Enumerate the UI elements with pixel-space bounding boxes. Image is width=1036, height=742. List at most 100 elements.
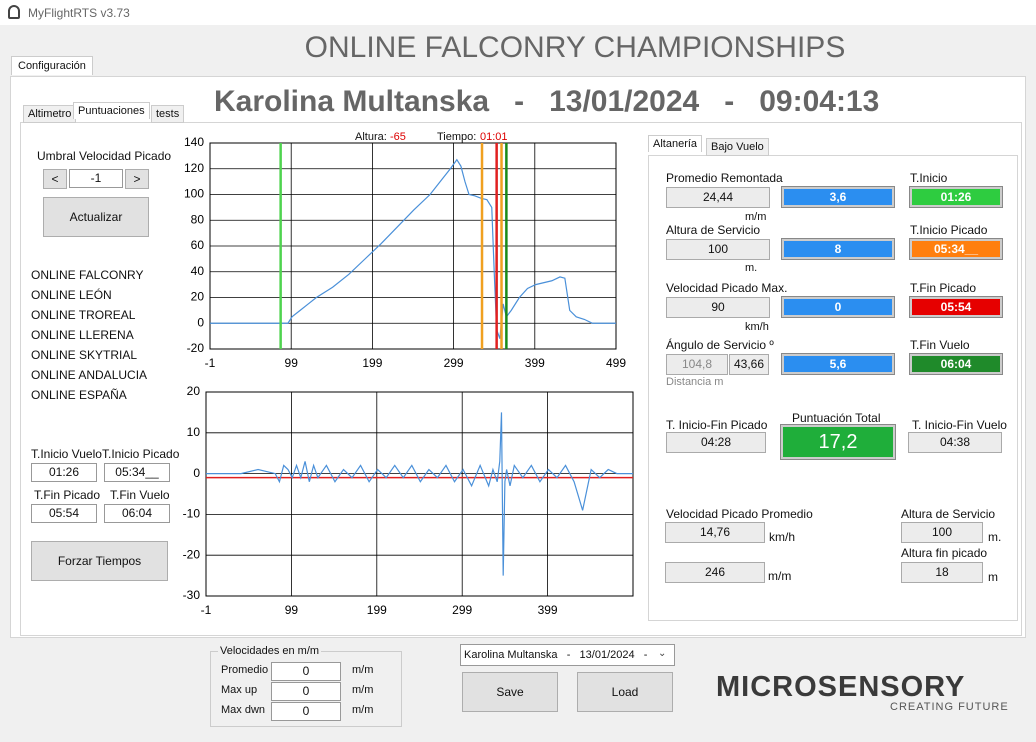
label: T.Fin Picado [34, 488, 101, 502]
y-tick-label: 100 [184, 187, 204, 201]
unit: m. [988, 530, 1002, 544]
update-button[interactable]: Actualizar [43, 197, 149, 237]
y-tick-label: 140 [184, 135, 204, 149]
time: 06:04 [909, 353, 1003, 375]
unit: km/h [769, 530, 796, 544]
app-icon [8, 5, 20, 19]
x-tick-label: 399 [525, 356, 545, 370]
load-button[interactable]: Load [577, 672, 673, 712]
label: Puntuación Total [792, 411, 881, 425]
unit: m/m [745, 211, 767, 223]
x-tick-label: 99 [285, 603, 299, 617]
unit: m/m [352, 684, 374, 696]
label: Altura de Servicio [901, 507, 996, 521]
label: T.Inicio [910, 171, 948, 185]
data-line [210, 158, 616, 339]
heading: ONLINE FALCONRY CHAMPIONSHIPS [304, 31, 846, 64]
event-item[interactable]: ONLINE FALCONRY [31, 268, 144, 282]
label: T.Inicio Picado [910, 223, 988, 237]
input[interactable]: 0 [271, 682, 341, 701]
threshold-input[interactable]: -1 [69, 169, 123, 188]
x-tick-label: -1 [205, 356, 216, 370]
y-tick-label: 60 [191, 238, 205, 252]
x-tick-label: 199 [362, 356, 382, 370]
tab[interactable]: Puntuaciones [73, 102, 150, 119]
value: -65 [390, 131, 406, 143]
y-tick-label: 0 [197, 315, 204, 329]
field: 14,76 [665, 522, 765, 543]
field: 04:28 [666, 432, 766, 453]
force-button[interactable]: Forzar Tiempos [31, 541, 168, 581]
label: T. Inicio-Fin Vuelo [912, 418, 1007, 432]
tab[interactable]: Altimetro [23, 105, 77, 123]
tab[interactable]: Bajo Vuelo [706, 138, 769, 156]
x-tick-label: 299 [452, 603, 472, 617]
unit: m/m [352, 704, 374, 716]
label: T.Fin Vuelo [110, 488, 170, 502]
y-tick-label: -30 [183, 588, 201, 602]
save-button[interactable]: Save [462, 672, 558, 712]
y-tick-label: 120 [184, 161, 204, 175]
score: 0 [781, 296, 895, 318]
label: Altura: [355, 131, 387, 143]
y-tick-label: 80 [191, 212, 205, 226]
time: 05:34__ [909, 238, 1003, 260]
time: 01:26 [909, 186, 1003, 208]
window-title: MyFlightRTS v3.73 [28, 6, 130, 20]
score: 3,6 [781, 186, 895, 208]
field: 18 [901, 562, 983, 583]
decrement[interactable]: < [43, 169, 67, 189]
x-tick-label: 199 [367, 603, 387, 617]
y-tick-label: -20 [183, 547, 201, 561]
unit: m/m [768, 569, 792, 583]
field: 43,66 [729, 354, 769, 375]
label: T.Inicio Picado [102, 447, 180, 461]
label: Promedio [221, 664, 269, 676]
increment[interactable]: > [125, 169, 149, 189]
label: Max dwn [221, 704, 266, 716]
time-field: 06:04 [104, 504, 170, 523]
label: Umbral Velocidad Picado [37, 149, 172, 163]
label: Altura de Servicio [666, 223, 761, 237]
label: T.Inicio Vuelo [31, 447, 102, 461]
field: 246 [665, 562, 765, 583]
y-tick-label: 20 [187, 384, 201, 398]
label: T.Fin Picado [910, 281, 977, 295]
x-tick-label: -1 [201, 603, 212, 617]
event-item[interactable]: ONLINE LLERENA [31, 328, 134, 342]
total-score: 17,2 [780, 424, 896, 460]
flight-selector[interactable]: Karolina Multanska - 13/01/2024 - [460, 644, 675, 666]
input[interactable]: 0 [271, 662, 341, 681]
unit: m [988, 570, 998, 584]
field: 04:38 [908, 432, 1002, 453]
group-title: Velocidades en m/m [218, 645, 322, 657]
label: Tiempo: [437, 131, 477, 143]
subheading: Karolina Multanska - 13/01/2024 - 09:04:… [214, 85, 880, 118]
tab[interactable]: Configuración [11, 56, 93, 75]
event-item[interactable]: ONLINE SKYTRIAL [31, 348, 138, 362]
input[interactable]: 0 [271, 702, 341, 721]
field: 24,44 [666, 187, 770, 208]
field: 90 [666, 297, 770, 318]
time-field: 01:26 [31, 463, 97, 482]
event-item[interactable]: ONLINE ESPAÑA [31, 388, 127, 402]
event-item[interactable]: ONLINE ANDALUCIA [31, 368, 148, 382]
tab[interactable]: tests [151, 105, 185, 123]
field: 104,8 [666, 354, 728, 375]
time-field: 05:54 [31, 504, 97, 523]
label: Altura fin picado [901, 546, 988, 560]
x-tick-label: 499 [606, 356, 626, 370]
x-tick-label: 99 [285, 356, 299, 370]
unit: m/m [352, 664, 374, 676]
y-tick-label: 0 [193, 466, 200, 480]
event-item[interactable]: ONLINE TROREAL [31, 308, 136, 322]
dropdown-arrow: ⌄ [658, 648, 667, 659]
y-tick-label: 10 [187, 425, 201, 439]
time-field: 05:34__ [104, 463, 170, 482]
label: Ángulo de Servicio º [666, 338, 774, 352]
label: Max up [221, 684, 258, 696]
tab[interactable]: Altanería [648, 135, 703, 152]
event-item[interactable]: ONLINE LEÓN [31, 288, 112, 302]
